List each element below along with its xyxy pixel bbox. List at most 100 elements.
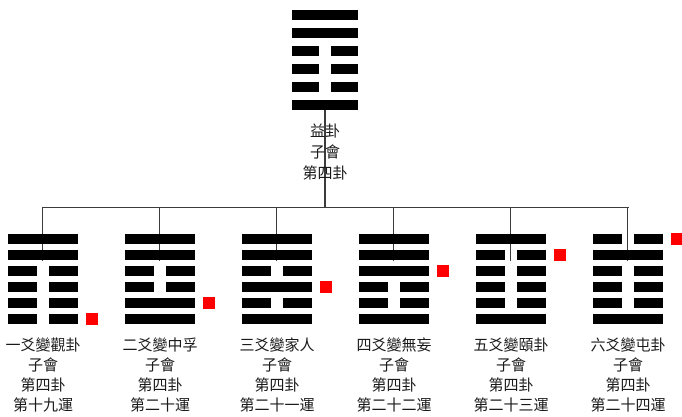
era-label: 子會 — [378, 358, 409, 374]
yin-broken-line — [125, 282, 195, 292]
ordinal-label: 第四卦 — [137, 378, 183, 394]
yin-broken-line — [593, 234, 663, 244]
child-label: 四爻變無妄 子會 第四卦 第二十二運 — [356, 336, 431, 416]
yang-solid-line — [125, 234, 195, 244]
yang-solid-line — [125, 250, 195, 260]
yin-broken-line — [359, 282, 429, 292]
changed-line-marker — [554, 249, 566, 261]
yin-broken-line — [359, 298, 429, 308]
yang-solid-line — [292, 10, 358, 20]
child-column-4: 四爻變無妄 子會 第四卦 第二十二運 — [356, 207, 449, 416]
yin-broken-line — [242, 266, 312, 276]
yin-broken-line — [292, 64, 358, 74]
cycle-label: 第二十二運 — [356, 398, 432, 414]
yin-broken-line — [476, 250, 546, 260]
change-title: 一爻變觀卦 — [5, 338, 81, 354]
connector-stub — [627, 207, 628, 261]
yin-broken-line — [8, 314, 78, 324]
change-title: 五爻變頤卦 — [473, 338, 549, 354]
yin-broken-line — [593, 298, 663, 308]
child-label: 三爻變家人 子會 第四卦 第二十一運 — [239, 336, 314, 416]
yang-solid-line — [476, 234, 546, 244]
changed-line-marker — [437, 265, 449, 277]
change-title: 二爻變中孚 — [122, 338, 198, 354]
connector-horizontal — [43, 207, 629, 208]
era-label: 子會 — [612, 358, 643, 374]
child-hexagram-zhun — [593, 234, 663, 324]
parent-era-label: 子會 — [309, 145, 340, 161]
yang-solid-line — [359, 250, 429, 260]
yin-broken-line — [593, 282, 663, 292]
yang-solid-line — [242, 250, 312, 260]
parent-ordinal-label: 第四卦 — [302, 166, 348, 182]
yin-broken-line — [476, 298, 546, 308]
era-label: 子會 — [144, 358, 175, 374]
child-column-1: 一爻變觀卦 子會 第四卦 第十九運 — [5, 207, 98, 416]
connector-vertical — [324, 109, 326, 207]
ordinal-label: 第四卦 — [488, 378, 534, 394]
yin-broken-line — [125, 266, 195, 276]
parent-label: 益卦 子會 第四卦 — [225, 122, 425, 185]
cycle-label: 第二十運 — [129, 398, 190, 414]
yang-solid-line — [242, 314, 312, 324]
child-column-6: 六爻變屯卦 子會 第四卦 第二十四運 — [590, 207, 682, 416]
yang-solid-line — [593, 250, 663, 260]
changed-line-marker — [320, 281, 332, 293]
era-label: 子會 — [495, 358, 526, 374]
yang-solid-line — [8, 234, 78, 244]
children-row: 一爻變觀卦 子會 第四卦 第十九運 二爻變中孚 子會 第四卦 第二十運 三爻變家… — [5, 207, 682, 416]
yang-solid-line — [242, 234, 312, 244]
parent-hexagram-name: 益卦 — [309, 124, 340, 140]
changed-line-marker — [671, 233, 682, 245]
child-column-2: 二爻變中孚 子會 第四卦 第二十運 — [122, 207, 215, 416]
cycle-label: 第二十三運 — [473, 398, 549, 414]
cycle-label: 第十九運 — [12, 398, 73, 414]
ordinal-label: 第四卦 — [20, 378, 66, 394]
ordinal-label: 第四卦 — [254, 378, 300, 394]
child-label: 一爻變觀卦 子會 第四卦 第十九運 — [5, 336, 80, 416]
ordinal-label: 第四卦 — [605, 378, 651, 394]
era-label: 子會 — [261, 358, 292, 374]
child-column-3: 三爻變家人 子會 第四卦 第二十一運 — [239, 207, 332, 416]
yang-solid-line — [242, 282, 312, 292]
child-hexagram-guan — [8, 234, 78, 324]
child-hexagram-yi27 — [476, 234, 546, 324]
change-title: 三爻變家人 — [239, 338, 315, 354]
changed-line-marker — [86, 313, 98, 325]
parent-hexagram — [292, 10, 358, 110]
child-label: 五爻變頤卦 子會 第四卦 第二十三運 — [473, 336, 548, 416]
child-column-5: 五爻變頤卦 子會 第四卦 第二十三運 — [473, 207, 566, 416]
yang-solid-line — [292, 100, 358, 110]
child-hexagram-zhongfu — [125, 234, 195, 324]
yin-broken-line — [292, 46, 358, 56]
yin-broken-line — [476, 282, 546, 292]
yin-broken-line — [8, 298, 78, 308]
cycle-label: 第二十四運 — [590, 398, 666, 414]
child-hexagram-wuwang — [359, 234, 429, 324]
yin-broken-line — [476, 266, 546, 276]
yang-solid-line — [292, 28, 358, 38]
yang-solid-line — [125, 314, 195, 324]
yin-broken-line — [8, 282, 78, 292]
era-label: 子會 — [27, 358, 58, 374]
child-hexagram-jiaren — [242, 234, 312, 324]
changed-line-marker — [203, 297, 215, 309]
yang-solid-line — [593, 314, 663, 324]
yin-broken-line — [292, 82, 358, 92]
yang-solid-line — [8, 250, 78, 260]
yang-solid-line — [359, 266, 429, 276]
change-title: 四爻變無妄 — [356, 338, 432, 354]
yang-solid-line — [359, 314, 429, 324]
yin-broken-line — [593, 266, 663, 276]
child-label: 六爻變屯卦 子會 第四卦 第二十四運 — [590, 336, 665, 416]
yang-solid-line — [476, 314, 546, 324]
child-label: 二爻變中孚 子會 第四卦 第二十運 — [122, 336, 197, 416]
yang-solid-line — [359, 234, 429, 244]
yang-solid-line — [125, 298, 195, 308]
cycle-label: 第二十一運 — [239, 398, 315, 414]
change-title: 六爻變屯卦 — [590, 338, 666, 354]
yin-broken-line — [242, 298, 312, 308]
ordinal-label: 第四卦 — [371, 378, 417, 394]
yin-broken-line — [8, 266, 78, 276]
